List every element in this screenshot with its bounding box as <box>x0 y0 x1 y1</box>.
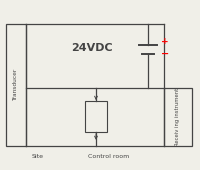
Text: Control room: Control room <box>88 154 129 159</box>
Bar <box>85 101 107 132</box>
Text: Transducer: Transducer <box>14 69 18 101</box>
Bar <box>164 88 192 146</box>
Text: +: + <box>161 37 169 46</box>
Text: Site: Site <box>32 154 44 159</box>
Text: 24VDC: 24VDC <box>71 44 113 53</box>
Text: Receiv ing instrument: Receiv ing instrument <box>175 88 180 146</box>
Text: −: − <box>161 49 169 58</box>
Bar <box>6 24 26 146</box>
